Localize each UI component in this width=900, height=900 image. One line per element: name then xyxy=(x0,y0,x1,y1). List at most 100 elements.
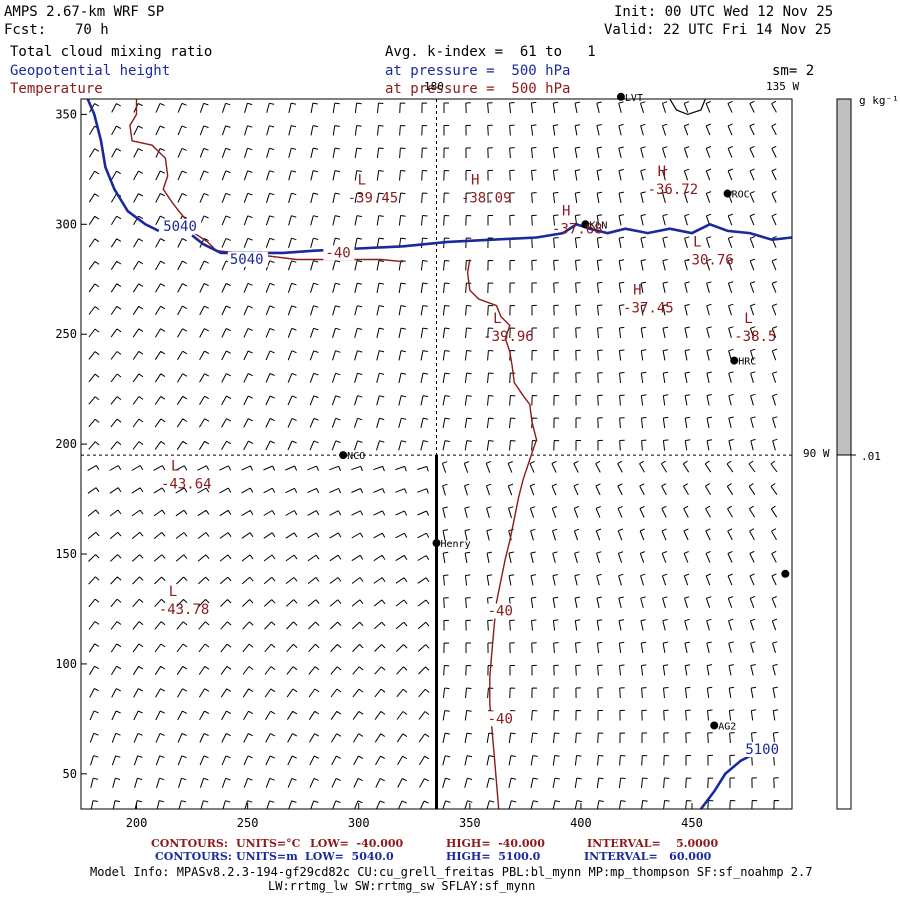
x-axis-ticks: 200 250 300 350 400 450 xyxy=(126,803,703,830)
model-title: AMPS 2.67-km WRF SP xyxy=(4,4,165,20)
extremum-symbol: H xyxy=(471,173,479,189)
model-info-line-2: LW:rrtmg_lw SW:rrtmg_sw SFLAY:sf_mynn xyxy=(268,879,536,893)
footer-temp-units: UNITS=°C xyxy=(236,837,301,850)
valid-time: Valid: 22 UTC Fri 14 Nov 25 xyxy=(604,22,832,38)
station-marker xyxy=(616,92,625,101)
colorbar-unit: g kg⁻¹ xyxy=(859,94,899,107)
footer-height-units: UNITS=m xyxy=(236,850,298,863)
station-label: LVT xyxy=(625,93,643,104)
y-axis-ticks: 50 100 150 200 250 300 350 xyxy=(55,107,87,781)
y-tick-label: 250 xyxy=(55,327,77,341)
contour-label-bg xyxy=(743,742,784,758)
station-label: AG2 xyxy=(718,721,736,732)
height-contour-2 xyxy=(699,755,751,809)
footer-height-label: CONTOURS: xyxy=(155,850,232,863)
x-tick-label: 300 xyxy=(348,816,370,830)
y-tick-label: 200 xyxy=(55,437,77,451)
contour-label: -40 xyxy=(488,604,513,620)
lon-label-90w: 90 W xyxy=(803,447,830,460)
station-label: NCO xyxy=(347,451,365,462)
footer-temp-low: LOW= -40.000 xyxy=(310,837,404,850)
footer-temp-interval: INTERVAL= 5.0000 xyxy=(587,837,719,850)
y-tick-label: 150 xyxy=(55,547,77,561)
field-geopotential: Geopotential height xyxy=(10,63,171,79)
footer-height-high: HIGH= 5100.0 xyxy=(446,850,541,863)
colorbar-low-segment xyxy=(836,454,852,810)
extremum-symbol: L xyxy=(693,234,701,250)
contour-label-bg xyxy=(485,711,517,727)
station-marker xyxy=(710,721,719,730)
footer-temp-label: CONTOURS: xyxy=(151,837,228,850)
contour-label: 5040 xyxy=(163,219,197,235)
contour-label: 5100 xyxy=(745,742,779,758)
extremum-symbol: L xyxy=(169,584,177,600)
temperature-contour-0 xyxy=(466,259,538,809)
extremum-value: -38.09 xyxy=(461,191,512,207)
station-label: Henry xyxy=(441,539,471,550)
y-tick-label: 300 xyxy=(55,217,77,231)
coastline xyxy=(669,99,706,116)
x-tick-label: 400 xyxy=(570,816,592,830)
extremum-value: -43.64 xyxy=(161,476,212,492)
contour-labels: -40 -40 -40 5040 5040 5100 xyxy=(161,218,784,758)
station-marker xyxy=(730,356,739,365)
extremum-value: -39.45 xyxy=(348,191,399,207)
contour-label-bg xyxy=(485,603,517,619)
pressure-height: at pressure = 500 hPa xyxy=(385,63,571,79)
station-marker xyxy=(723,189,732,198)
temperature-extrema: L -39.45 H -38.09 H -36.72 H -37.68 L -30.76 H -37.… xyxy=(159,164,777,618)
x-tick-label: 350 xyxy=(459,816,481,830)
contour-label: -40 xyxy=(325,245,350,261)
y-tick-label: 100 xyxy=(55,657,77,671)
extremum-value: -38.5 xyxy=(734,329,776,345)
contour-label-bg xyxy=(323,245,355,261)
y-tick-label: 350 xyxy=(55,107,77,121)
lon-label-180: 180 xyxy=(424,80,444,93)
footer-height-interval: INTERVAL= 60.000 xyxy=(584,850,712,863)
station-marker xyxy=(581,220,590,229)
colorbar-tick-label: .01 xyxy=(861,450,881,463)
station-label: KLN xyxy=(589,220,607,231)
y-tick-label: 50 xyxy=(63,767,77,781)
extremum-symbol: L xyxy=(744,311,752,327)
model-info-line-1: Model Info: MPASv8.2.3-194-gf29cd82c CU:… xyxy=(90,865,813,879)
extremum-value: -43.78 xyxy=(159,602,210,618)
contour-label: 5040 xyxy=(230,252,264,268)
k-index-avg: Avg. k-index = 61 to 1 xyxy=(385,44,596,60)
extremum-value: -39.96 xyxy=(483,329,534,345)
fcst-value: 70 h xyxy=(75,22,109,38)
extremum-symbol: H xyxy=(562,204,570,220)
height-contour-0 xyxy=(86,99,160,233)
colorbar-high-segment xyxy=(836,98,852,456)
field-temperature: Temperature xyxy=(10,81,103,97)
lon-label-135w: 135 W xyxy=(766,80,800,93)
extremum-symbol: L xyxy=(493,311,501,327)
station-marker xyxy=(781,569,790,578)
x-tick-label: 250 xyxy=(237,816,259,830)
init-time: Init: 00 UTC Wed 12 Nov 25 xyxy=(614,4,834,20)
station-marker xyxy=(432,539,441,548)
height-contours xyxy=(86,99,792,809)
extremum-symbol: H xyxy=(633,283,641,299)
coastline-segment xyxy=(669,99,706,116)
station-marker xyxy=(339,451,348,460)
station-label: HRC xyxy=(738,357,756,368)
extremum-value: -37.45 xyxy=(623,301,674,317)
x-tick-label: 450 xyxy=(681,816,703,830)
contour-label: -40 xyxy=(488,711,513,727)
extremum-value: -37.68 xyxy=(552,222,603,238)
fcst-label: Fcst: xyxy=(4,22,47,38)
x-tick-label: 200 xyxy=(126,816,148,830)
station-label: ROC xyxy=(732,190,750,201)
extremum-symbol: L xyxy=(171,458,179,474)
height-contour-1 xyxy=(191,222,792,255)
plot-frame xyxy=(80,98,793,810)
contour-label-bg xyxy=(227,251,268,267)
extremum-value: -30.76 xyxy=(683,252,734,268)
smoothing-label: sm= 2 xyxy=(772,63,815,79)
field-cloud-mixing: Total cloud mixing ratio xyxy=(10,44,213,60)
extremum-value: -36.72 xyxy=(648,182,699,198)
contour-label-bg xyxy=(161,218,202,234)
footer-temp-high: HIGH= -40.000 xyxy=(446,837,545,850)
extremum-symbol: H xyxy=(658,164,666,180)
